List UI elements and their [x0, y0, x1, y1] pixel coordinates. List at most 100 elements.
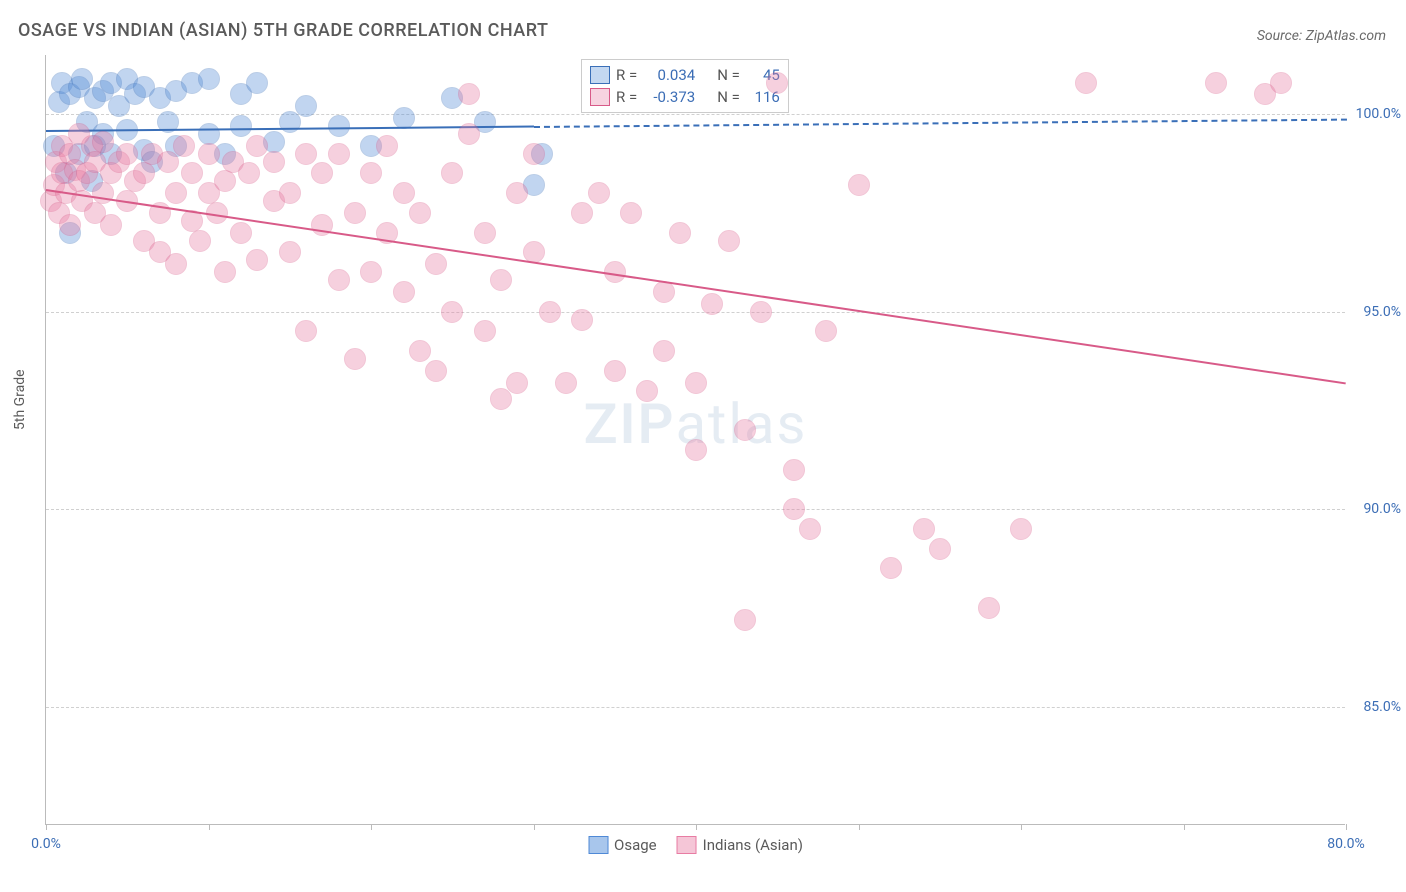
- gridline-horizontal: [46, 707, 1345, 708]
- scatter-point: [181, 162, 203, 184]
- r-label: R =: [616, 66, 637, 84]
- trendline-dashed: [533, 118, 1346, 127]
- scatter-point: [409, 202, 431, 224]
- legend-swatch: [590, 66, 610, 84]
- series-legend: Osage Indians (Asian): [588, 836, 803, 854]
- scatter-point: [133, 162, 155, 184]
- legend-swatch: [588, 836, 608, 854]
- scatter-point: [279, 182, 301, 204]
- legend-label: Osage: [614, 836, 657, 854]
- y-tick-label: 90.0%: [1363, 501, 1401, 517]
- scatter-point: [214, 170, 236, 192]
- scatter-point: [978, 597, 1000, 619]
- stats-legend: R =0.034N =45R =-0.373N =116: [581, 59, 789, 113]
- scatter-point: [328, 269, 350, 291]
- scatter-point: [198, 123, 220, 145]
- scatter-point: [604, 360, 626, 382]
- scatter-point: [571, 202, 593, 224]
- scatter-point: [425, 253, 447, 275]
- scatter-point: [344, 348, 366, 370]
- scatter-point: [718, 230, 740, 252]
- scatter-point: [701, 293, 723, 315]
- scatter-point: [913, 518, 935, 540]
- scatter-point: [165, 253, 187, 275]
- r-value: 0.034: [643, 66, 695, 84]
- scatter-point: [311, 162, 333, 184]
- stats-legend-row: R =-0.373N =116: [590, 86, 780, 108]
- scatter-point: [198, 68, 220, 90]
- scatter-point: [295, 320, 317, 342]
- gridline-horizontal: [46, 509, 1345, 510]
- scatter-point: [734, 609, 756, 631]
- scatter-point: [263, 151, 285, 173]
- scatter-point: [295, 143, 317, 165]
- scatter-point: [157, 151, 179, 173]
- scatter-point: [490, 269, 512, 291]
- scatter-point: [230, 222, 252, 244]
- x-tick: [1184, 824, 1185, 830]
- scatter-point: [523, 143, 545, 165]
- r-value: -0.373: [643, 88, 695, 106]
- scatter-point: [173, 135, 195, 157]
- scatter-point: [376, 135, 398, 157]
- scatter-point: [198, 143, 220, 165]
- scatter-point: [295, 95, 317, 117]
- scatter-point: [734, 419, 756, 441]
- scatter-point: [588, 182, 610, 204]
- legend-item: Osage: [588, 836, 657, 854]
- scatter-point: [506, 182, 528, 204]
- x-tick: [534, 824, 535, 830]
- x-tick: [1021, 824, 1022, 830]
- scatter-point: [189, 230, 211, 252]
- scatter-point: [1205, 72, 1227, 94]
- x-tick: [859, 824, 860, 830]
- scatter-point: [474, 320, 496, 342]
- trendline: [46, 189, 1346, 384]
- scatter-point: [441, 301, 463, 323]
- y-tick-label: 95.0%: [1363, 304, 1401, 320]
- n-label: N =: [717, 88, 740, 106]
- scatter-point: [685, 439, 707, 461]
- scatter-point: [441, 162, 463, 184]
- scatter-point: [360, 162, 382, 184]
- scatter-point: [458, 83, 480, 105]
- x-tick-label: 80.0%: [1327, 836, 1365, 852]
- scatter-point: [685, 372, 707, 394]
- scatter-point: [766, 72, 788, 94]
- scatter-point: [409, 340, 431, 362]
- scatter-point: [653, 340, 675, 362]
- scatter-point: [1010, 518, 1032, 540]
- x-tick-label: 0.0%: [31, 836, 61, 852]
- scatter-point: [425, 360, 447, 382]
- scatter-point: [539, 301, 561, 323]
- scatter-point: [636, 380, 658, 402]
- legend-swatch: [677, 836, 697, 854]
- scatter-point: [555, 372, 577, 394]
- scatter-point: [116, 143, 138, 165]
- scatter-point: [279, 241, 301, 263]
- scatter-point: [815, 320, 837, 342]
- x-tick: [1346, 824, 1347, 830]
- scatter-point: [393, 182, 415, 204]
- scatter-point: [474, 222, 496, 244]
- scatter-point: [71, 68, 93, 90]
- source-attribution: Source: ZipAtlas.com: [1257, 28, 1386, 44]
- scatter-point: [669, 222, 691, 244]
- scatter-point: [92, 131, 114, 153]
- scatter-point: [214, 261, 236, 283]
- scatter-point: [100, 214, 122, 236]
- legend-swatch: [590, 88, 610, 106]
- scatter-point: [571, 309, 593, 331]
- scatter-point: [458, 123, 480, 145]
- legend-label: Indians (Asian): [703, 836, 803, 854]
- scatter-point: [929, 538, 951, 560]
- scatter-point: [246, 72, 268, 94]
- y-tick-label: 85.0%: [1363, 699, 1401, 715]
- scatter-point: [165, 182, 187, 204]
- scatter-point: [328, 143, 350, 165]
- scatter-point: [1270, 72, 1292, 94]
- legend-item: Indians (Asian): [677, 836, 803, 854]
- chart-plot-area: ZIPatlas R =0.034N =45R =-0.373N =116 Os…: [45, 55, 1345, 825]
- scatter-point: [230, 115, 252, 137]
- n-label: N =: [717, 66, 740, 84]
